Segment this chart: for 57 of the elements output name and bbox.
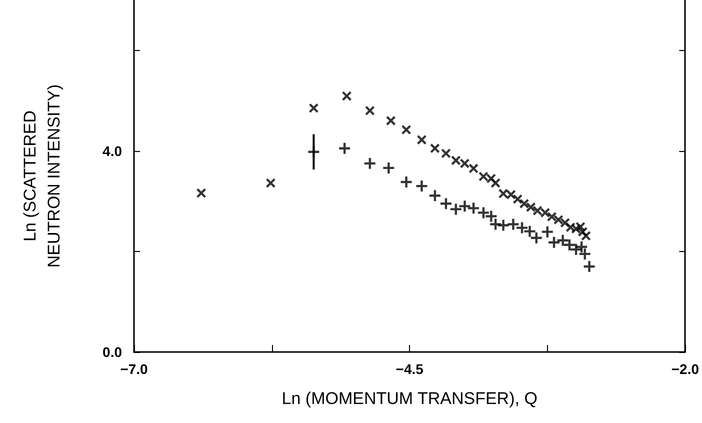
point [402, 125, 411, 134]
point [508, 218, 519, 230]
point [266, 178, 276, 188]
point [451, 156, 461, 166]
point [364, 158, 376, 169]
point [468, 164, 478, 174]
point [478, 207, 489, 218]
point [460, 158, 470, 168]
point [365, 106, 375, 116]
point [196, 188, 206, 198]
point [547, 212, 556, 222]
point [400, 176, 412, 188]
x-tick-label: −7.0 [120, 361, 148, 377]
point [579, 248, 590, 260]
point [383, 162, 394, 174]
point [557, 234, 568, 246]
point [554, 215, 564, 224]
point [440, 198, 452, 210]
point [342, 91, 352, 101]
point [498, 220, 509, 231]
point [584, 261, 595, 272]
point [512, 194, 522, 204]
point [548, 236, 560, 248]
point [540, 208, 550, 218]
point [339, 142, 350, 154]
x-axis-title: Ln (MOMENTUM TRANSFER), Q [282, 389, 538, 408]
point [542, 226, 553, 238]
point [459, 200, 470, 212]
point [576, 241, 588, 252]
point [520, 198, 529, 208]
point [532, 206, 542, 216]
y-axis-title: Ln (SCATTERED NEUTRON INTENSITY) [20, 84, 64, 268]
y-tick-label: 4.0 [102, 142, 122, 159]
x-tick-label: −2.0 [671, 361, 700, 377]
point [386, 116, 396, 126]
point [530, 232, 542, 244]
point [498, 188, 508, 198]
point [506, 190, 516, 200]
point [490, 178, 500, 188]
point [430, 144, 440, 154]
point [478, 172, 488, 182]
point [516, 222, 528, 234]
y-tick-label: 0.0 [102, 344, 122, 360]
point [429, 190, 440, 202]
point [526, 202, 536, 212]
point [581, 231, 591, 241]
point [309, 103, 318, 113]
point [486, 210, 497, 222]
point [417, 135, 426, 144]
point [468, 202, 480, 214]
point [308, 146, 320, 158]
point [450, 204, 462, 215]
point [416, 180, 428, 192]
point [524, 226, 536, 237]
point [564, 239, 575, 250]
point [441, 148, 451, 158]
x-tick-label: −4.5 [396, 361, 424, 377]
